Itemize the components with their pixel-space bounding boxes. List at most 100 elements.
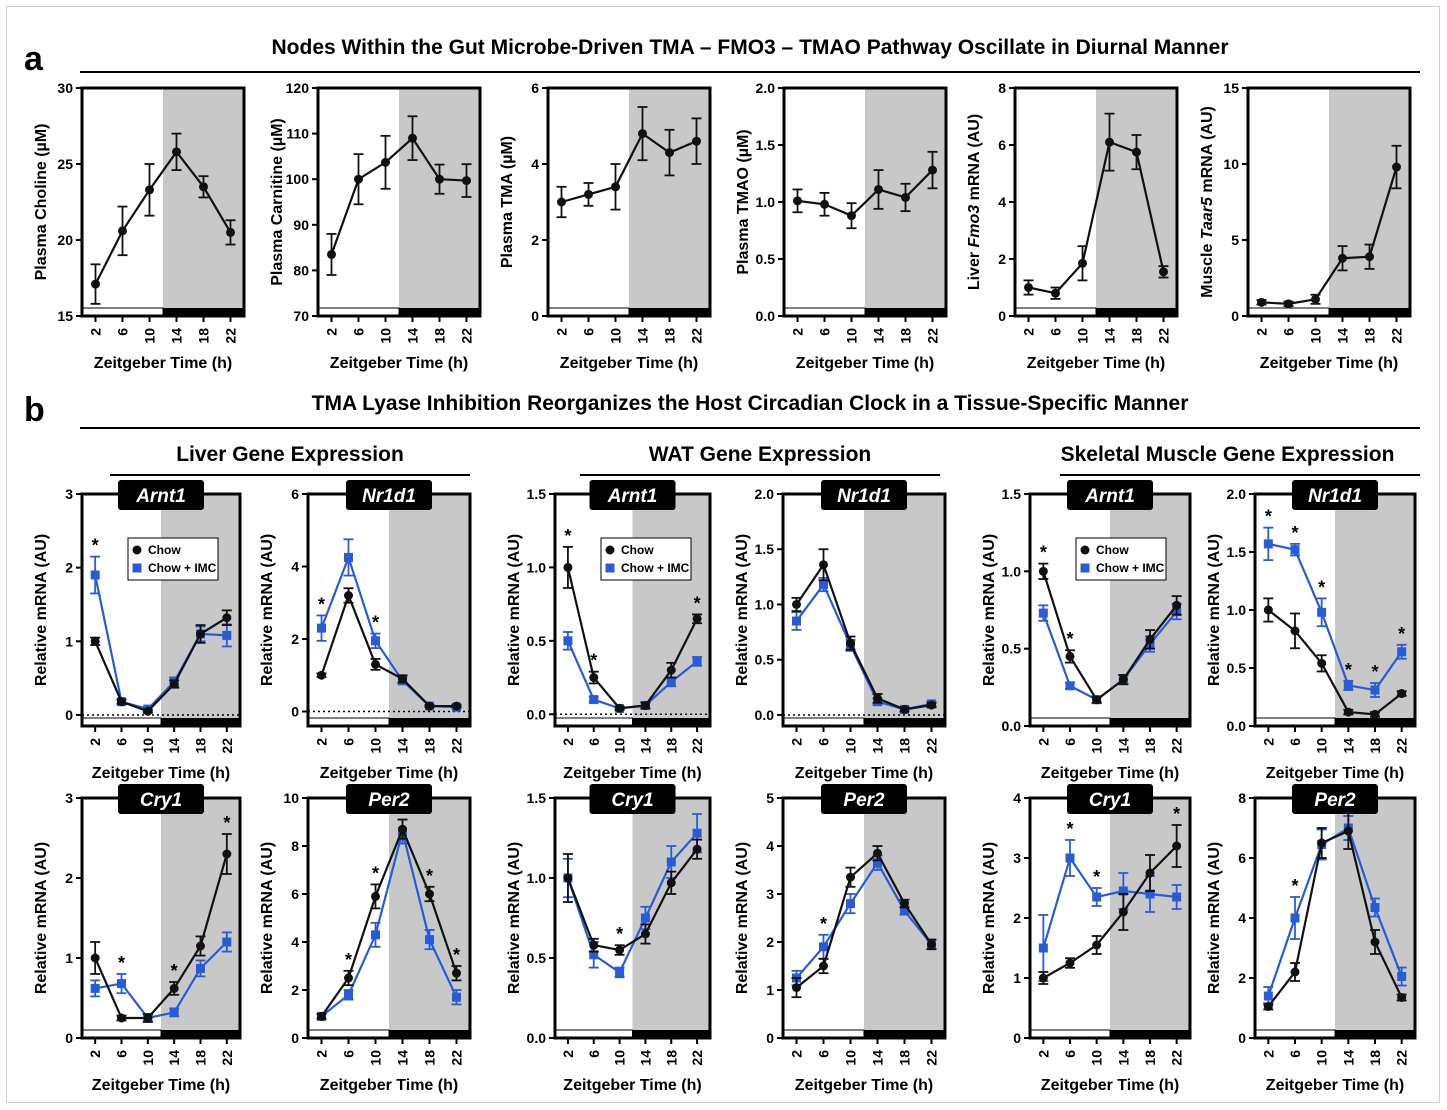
data-point (117, 1014, 126, 1023)
x-tick-label: 18 (663, 1050, 679, 1066)
x-axis-label: Zeitgeber Time (h) (563, 765, 701, 782)
x-tick-label: 14 (166, 738, 182, 754)
y-tick-label: 2 (291, 631, 299, 647)
y-tick-label: 30 (57, 80, 73, 96)
data-point (91, 984, 100, 993)
significance-star: * (453, 945, 460, 965)
x-tick-label: 6 (1048, 328, 1064, 336)
y-tick-label: 1.0 (1227, 602, 1247, 618)
y-tick-label: 0.5 (1227, 660, 1247, 676)
data-point (1257, 298, 1266, 307)
data-point (91, 637, 100, 646)
data-point (1371, 686, 1380, 695)
data-point (693, 829, 702, 838)
x-tick-label: 18 (422, 1050, 438, 1066)
x-tick-label: 6 (1062, 738, 1078, 746)
x-tick-label: 14 (870, 1050, 886, 1066)
legend-label-chow-imc: Chow + IMC (148, 561, 217, 575)
data-point (354, 175, 363, 184)
dark-phase-shading (1096, 88, 1177, 316)
chart-b8: 02468102 6 10 14 18 22Zeitgeber Time (h)Relat… (259, 784, 470, 1094)
y-tick-label: 1.5 (527, 790, 547, 806)
x-tick-label: 18 (897, 738, 913, 754)
x-tick-label: 22 (1169, 1050, 1185, 1066)
y-tick-label: 1.5 (1227, 544, 1247, 560)
x-tick-label: 2 (554, 328, 570, 336)
data-point (589, 695, 598, 704)
gene-title: Per2 (1314, 790, 1356, 811)
gene-title: Arnt1 (1084, 486, 1135, 507)
data-point (452, 993, 461, 1002)
data-point (118, 226, 127, 235)
data-point (615, 946, 624, 955)
x-axis-label: Zeitgeber Time (h) (94, 355, 232, 372)
y-tick-label: 1.0 (756, 194, 776, 210)
y-tick-label: 2.0 (756, 80, 776, 96)
y-tick-label: 10 (283, 790, 299, 806)
data-point (1132, 148, 1141, 157)
significance-star: * (1371, 662, 1378, 682)
dark-phase-shading (864, 494, 945, 726)
y-tick-label: 0.5 (527, 950, 547, 966)
y-tick-label: 1.0 (755, 596, 775, 612)
y-tick-label: 0.0 (1002, 718, 1022, 734)
data-point (435, 175, 444, 184)
chart-b3: 0.00.51.01.52 6 10 14 18 22Zeitgeber Time (h)… (506, 480, 710, 782)
data-point (344, 553, 353, 562)
y-tick-label: 0 (531, 308, 539, 324)
y-tick-label: 0 (766, 1030, 774, 1046)
data-point (408, 134, 417, 143)
x-tick-label: 6 (816, 738, 832, 746)
data-point (145, 185, 154, 194)
y-tick-label: 6 (291, 486, 299, 502)
chart-b6: 0.0 0.5 1.0 1.5 2.0 2 6 10 14 18 22 Zeitgeber Time … (1206, 480, 1415, 782)
x-tick-label: 18 (1142, 1050, 1158, 1066)
x-tick-label: 6 (817, 328, 833, 336)
y-tick-label: 0.5 (527, 633, 547, 649)
x-axis-label: Zeitgeber Time (h) (795, 1077, 933, 1094)
x-tick-label: 22 (924, 1050, 940, 1066)
data-point (1105, 138, 1114, 147)
data-point (1371, 710, 1380, 719)
y-tick-label: 2 (998, 251, 1006, 267)
y-tick-label: 20 (57, 232, 73, 248)
x-tick-label: 14 (395, 738, 411, 754)
x-tick-label: 22 (459, 328, 475, 344)
data-point (641, 701, 650, 710)
x-axis-label: Zeitgeber Time (h) (1266, 1077, 1404, 1094)
x-tick-label: 6 (816, 1050, 832, 1058)
y-tick-label: 2 (291, 982, 299, 998)
data-point (344, 990, 353, 999)
x-tick-label: 2 (789, 738, 805, 746)
y-tick-label: 8 (291, 838, 299, 854)
y-tick-label: 4 (1238, 910, 1246, 926)
legend-marker-chow-imc (1081, 564, 1090, 573)
x-tick-label: 22 (689, 738, 705, 754)
y-tick-label: 2 (65, 870, 73, 886)
y-tick-label: 0.0 (756, 308, 776, 324)
data-point (371, 892, 380, 901)
legend-label-chow-imc: Chow + IMC (621, 561, 690, 575)
y-axis-label: Relative mRNA (AU) (1206, 534, 1223, 686)
data-point (589, 673, 598, 682)
x-tick-label: 2 (1260, 738, 1276, 746)
y-axis-label: Liver Fmo3 mRNA (AU) (966, 114, 983, 290)
x-tick-label: 6 (1287, 738, 1303, 746)
y-tick-label: 8 (998, 80, 1006, 96)
data-point (1264, 606, 1273, 615)
x-tick-label: 18 (1367, 1050, 1383, 1066)
y-tick-label: 0 (291, 704, 299, 720)
chart-b12: 024682 6 10 14 18 22Zeitgeber Time (h)Relativ… (1206, 784, 1415, 1094)
y-axis-label: Relative mRNA (AU) (259, 842, 276, 994)
chart-b7: 01232 6 10 14 18 22Zeitgeber Time (h)Relative… (33, 784, 240, 1094)
y-tick-label: 2 (766, 934, 774, 950)
x-tick-label: 22 (1169, 738, 1185, 754)
data-point (901, 193, 910, 202)
y-tick-label: 1 (766, 982, 774, 998)
x-tick-label: 22 (924, 738, 940, 754)
x-axis-label: Zeitgeber Time (h) (1041, 765, 1179, 782)
x-tick-label: 14 (635, 328, 651, 344)
data-point (344, 974, 353, 983)
y-tick-label: 110 (286, 126, 309, 142)
